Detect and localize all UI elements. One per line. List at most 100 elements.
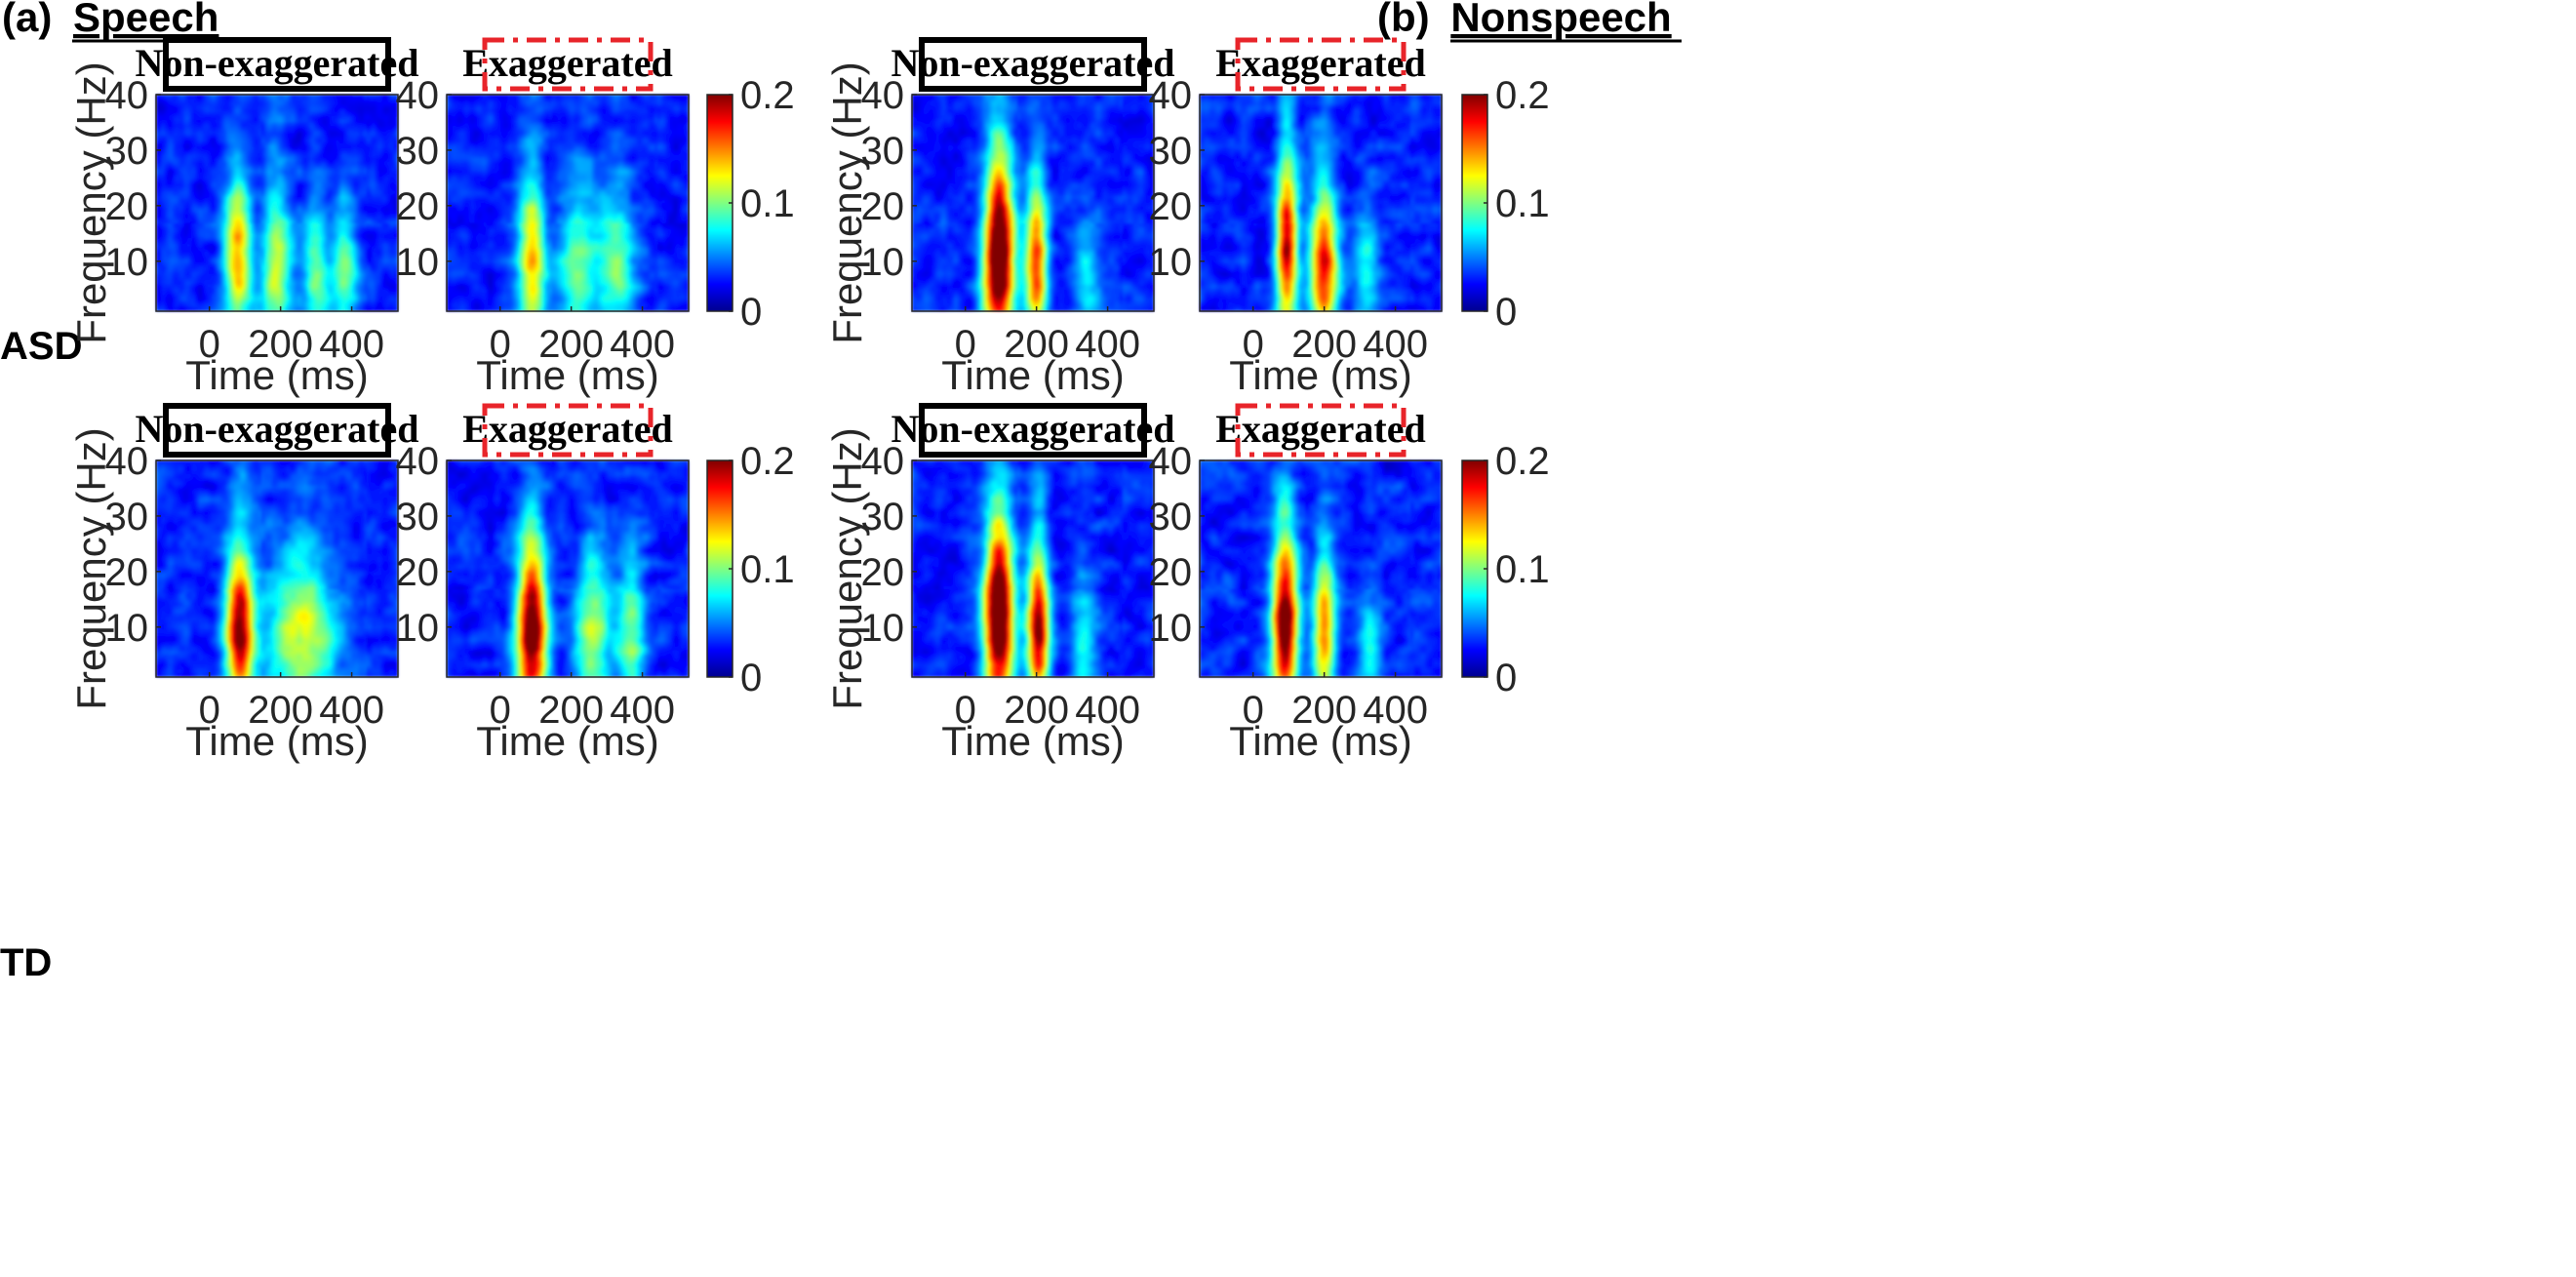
condition-box-solid [163, 403, 391, 458]
plot-frame [446, 94, 690, 312]
x-tick-label: 200 [248, 689, 313, 732]
y-axis-label: Frequency (Hz) [68, 427, 114, 709]
x-tick-label: 200 [538, 323, 604, 366]
heatmap-image [912, 460, 1154, 677]
y-tick-label: 10 [105, 607, 149, 650]
condition-box-solid [919, 403, 1147, 458]
x-tick-label: 0 [490, 689, 511, 732]
y-tick-label: 10 [1149, 241, 1193, 284]
condition-box-dashdot [1235, 403, 1407, 458]
colorbar-group: 0 0.1 0.2 0 0.1 0.2 0 0.1 0.2 0 0.1 0.2 [706, 74, 1550, 699]
y-tick-label: 10 [1149, 607, 1193, 650]
plot-frame [155, 459, 399, 678]
colorbar-gradient [1461, 94, 1488, 312]
y-tick-label: 30 [396, 130, 440, 173]
colorbar-tick-label: 0.2 [1495, 74, 1550, 117]
y-tick-label: 20 [396, 185, 440, 228]
row-label-td: TD [0, 941, 52, 984]
y-tick-label: 20 [105, 185, 149, 228]
spectrogram-nonspeech-asd-exaggerated: 0 200 400 10 20 30 40 Time (ms) Exaggerated [1149, 37, 1443, 398]
x-tick-label: 400 [1075, 689, 1140, 732]
colorbar-speech-asd: 0 0.1 0.2 [706, 74, 795, 334]
x-tick-label: 400 [610, 323, 675, 366]
y-tick-label: 30 [861, 130, 905, 173]
y-tick-label: 30 [105, 130, 149, 173]
y-tick-label: 40 [1149, 74, 1193, 117]
condition-label-exaggerated: Exaggerated [462, 407, 673, 451]
colorbar-tick-label: 0.1 [740, 182, 795, 225]
y-tick-label: 20 [861, 185, 905, 228]
x-axis-label: Time (ms) [941, 352, 1124, 398]
heatmap-image [156, 95, 398, 311]
plot-frame [1199, 459, 1443, 678]
colorbar-tick-label: 0 [1495, 657, 1517, 699]
x-axis-label: Time (ms) [941, 718, 1124, 764]
heatmap-image [1200, 460, 1442, 677]
spectrogram-speech-td-non-exaggerated: 0 200 400 10 20 30 40 Time (ms) Frequency (Hz) No… [68, 403, 419, 764]
panel-b-name: Nonspeech [1450, 0, 1671, 40]
x-tick-label: 0 [199, 689, 220, 732]
plot-frame [911, 459, 1155, 678]
y-axis-label: Frequency (Hz) [824, 427, 870, 709]
y-tick-label: 10 [105, 241, 149, 284]
x-tick-label: 400 [319, 689, 384, 732]
condition-label-non-exaggerated: Non-exaggerated [135, 41, 418, 85]
colorbar-nonspeech-asd: 0 0.1 0.2 [1461, 74, 1550, 334]
condition-box-dashdot [1235, 37, 1407, 92]
y-tick-label: 40 [861, 440, 905, 483]
condition-label-non-exaggerated: Non-exaggerated [891, 41, 1174, 85]
x-tick-label: 200 [1004, 689, 1069, 732]
x-tick-label: 0 [955, 323, 976, 366]
x-tick-label: 200 [538, 689, 604, 732]
y-tick-label: 10 [396, 607, 440, 650]
heatmap-image [447, 460, 689, 677]
x-axis-label: Time (ms) [476, 352, 658, 398]
y-tick-label: 40 [396, 74, 440, 117]
plot-frame [1199, 94, 1443, 312]
x-tick-label: 200 [248, 323, 313, 366]
condition-label-exaggerated: Exaggerated [1215, 407, 1426, 451]
colorbar-tick-label: 0 [1495, 291, 1517, 334]
x-tick-label: 200 [1291, 689, 1357, 732]
y-tick-label: 40 [105, 74, 149, 117]
condition-label-exaggerated: Exaggerated [1215, 41, 1426, 85]
spectrogram-nonspeech-td-non-exaggerated: 0 200 400 10 20 30 40 Time (ms) Frequency (Hz) No… [824, 403, 1175, 764]
heatmap-image [447, 95, 689, 311]
y-tick-label: 40 [861, 74, 905, 117]
heatmap-image [1200, 95, 1442, 311]
colorbar-tick-label: 0 [740, 291, 762, 334]
x-tick-label: 200 [1004, 323, 1069, 366]
heatmap-image [156, 460, 398, 677]
plot-frame [911, 94, 1155, 312]
y-tick-label: 20 [396, 551, 440, 594]
spectrogram-speech-asd-exaggerated: 0 200 400 10 20 30 40 Time (ms) Exaggerated [396, 37, 690, 398]
x-tick-label: 0 [955, 689, 976, 732]
colorbar-tick-label: 0.1 [1495, 182, 1550, 225]
y-tick-label: 30 [1149, 496, 1193, 539]
x-tick-label: 0 [199, 323, 220, 366]
y-tick-label: 10 [861, 607, 905, 650]
y-tick-label: 20 [1149, 185, 1193, 228]
spectrogram-nonspeech-td-exaggerated: 0 200 400 10 20 30 40 Time (ms) Exaggerated [1149, 403, 1443, 764]
condition-label-exaggerated: Exaggerated [462, 41, 673, 85]
y-tick-label: 40 [105, 440, 149, 483]
x-tick-label: 0 [1243, 689, 1264, 732]
colorbar-tick-label: 0.2 [740, 74, 795, 117]
x-axis-label: Time (ms) [185, 718, 368, 764]
colorbar-tick-label: 0.2 [740, 440, 795, 483]
y-tick-label: 10 [396, 241, 440, 284]
x-axis-label: Time (ms) [476, 718, 658, 764]
spectrogram-speech-asd-non-exaggerated: 0 200 400 10 20 30 40 Time (ms) Frequency (Hz) No… [68, 37, 419, 398]
spectrogram-nonspeech-asd-non-exaggerated: 0 200 400 10 20 30 40 Time (ms) Frequency (Hz) No… [824, 37, 1175, 398]
y-tick-label: 10 [861, 241, 905, 284]
x-tick-label: 400 [1363, 323, 1428, 366]
heatmap-image [912, 95, 1154, 311]
panel-a-letter: (a) [2, 0, 52, 40]
condition-box-solid [919, 37, 1147, 92]
plot-frame [446, 459, 690, 678]
colorbar-tick-label: 0 [740, 657, 762, 699]
colorbar-tick-label: 0.1 [1495, 548, 1550, 591]
x-axis-label: Time (ms) [1229, 718, 1411, 764]
colorbar-tick-label: 0.2 [1495, 440, 1550, 483]
